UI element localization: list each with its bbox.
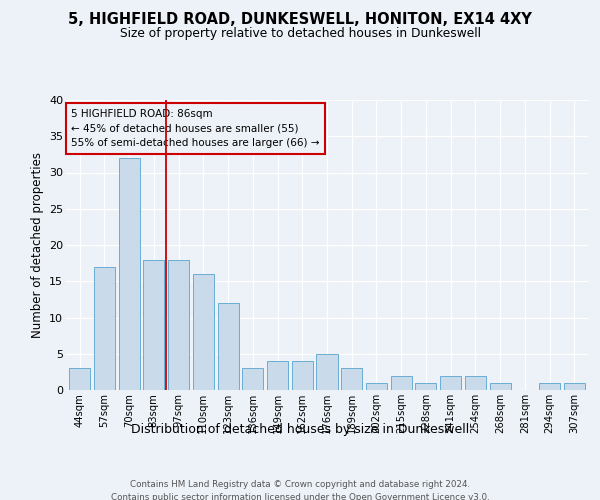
Bar bbox=[366, 383, 387, 390]
Bar bbox=[218, 303, 239, 390]
Bar bbox=[316, 354, 338, 390]
Text: 5, HIGHFIELD ROAD, DUNKESWELL, HONITON, EX14 4XY: 5, HIGHFIELD ROAD, DUNKESWELL, HONITON, … bbox=[68, 12, 532, 28]
Text: Size of property relative to detached houses in Dunkeswell: Size of property relative to detached ho… bbox=[119, 28, 481, 40]
Bar bbox=[193, 274, 214, 390]
Bar bbox=[242, 368, 263, 390]
Text: Contains HM Land Registry data © Crown copyright and database right 2024.
Contai: Contains HM Land Registry data © Crown c… bbox=[110, 480, 490, 500]
Bar bbox=[94, 267, 115, 390]
Bar bbox=[490, 383, 511, 390]
Bar bbox=[292, 361, 313, 390]
Bar bbox=[168, 260, 189, 390]
Bar bbox=[564, 383, 585, 390]
Bar bbox=[341, 368, 362, 390]
Bar bbox=[465, 376, 486, 390]
Bar bbox=[391, 376, 412, 390]
Bar bbox=[119, 158, 140, 390]
Bar bbox=[267, 361, 288, 390]
Text: 5 HIGHFIELD ROAD: 86sqm
← 45% of detached houses are smaller (55)
55% of semi-de: 5 HIGHFIELD ROAD: 86sqm ← 45% of detache… bbox=[71, 108, 320, 148]
Bar bbox=[440, 376, 461, 390]
Bar bbox=[415, 383, 436, 390]
Bar bbox=[539, 383, 560, 390]
Bar bbox=[143, 260, 164, 390]
Y-axis label: Number of detached properties: Number of detached properties bbox=[31, 152, 44, 338]
Bar bbox=[69, 368, 90, 390]
Text: Distribution of detached houses by size in Dunkeswell: Distribution of detached houses by size … bbox=[131, 422, 469, 436]
